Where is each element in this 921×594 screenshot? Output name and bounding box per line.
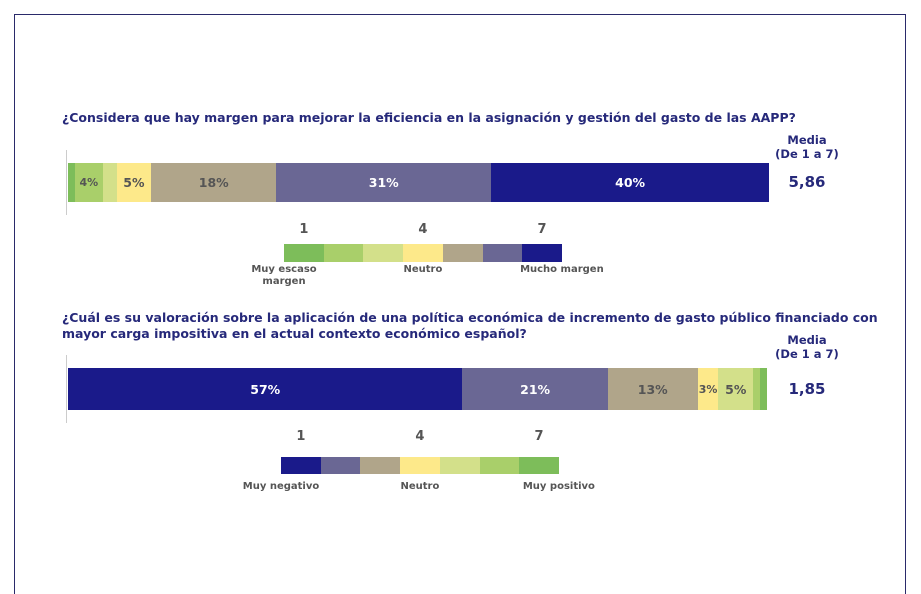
legend-swatch <box>439 457 480 474</box>
scale-label: 1 <box>296 429 306 444</box>
legend-swatch <box>400 457 441 474</box>
legend-swatch <box>284 244 325 262</box>
value-label: 31% <box>368 175 399 190</box>
legend-swatch <box>320 457 361 474</box>
mean-subtitle: (De 1 a 7) <box>775 347 839 361</box>
scale-label: 7 <box>534 429 544 444</box>
bar-segment <box>68 163 75 202</box>
scale-label: 7 <box>537 222 547 237</box>
legend-label: Muy escaso margen <box>251 264 317 287</box>
legend-label: Neutro <box>403 264 443 275</box>
legend-swatch <box>442 244 483 262</box>
bar-segment: 57% <box>68 368 463 410</box>
value-label: 5% <box>123 175 145 190</box>
value-label: 21% <box>520 381 551 397</box>
bar-segment <box>102 163 117 202</box>
scale-label: 4 <box>418 222 428 237</box>
bar-segment: 31% <box>276 163 492 202</box>
page: ¿Considera que hay margen para mejorar l… <box>14 14 906 594</box>
chart-title: ¿Cuál es su valoración sobre la aplicaci… <box>62 310 878 341</box>
legend-label: Muy positivo <box>522 481 595 492</box>
value-label: 3% <box>698 382 718 396</box>
legend-swatch <box>281 457 322 474</box>
legend-label: Muy negativo <box>242 481 320 492</box>
frame <box>14 14 906 594</box>
legend-swatch <box>482 244 523 262</box>
bar-segment <box>760 368 767 410</box>
bar-segment: 5% <box>116 163 152 202</box>
bar-segment: 3% <box>697 368 719 410</box>
bar-segment <box>753 368 760 410</box>
bar-segment: 18% <box>151 163 277 202</box>
legend-swatch <box>519 457 560 474</box>
legend-swatch <box>360 457 401 474</box>
legend-swatch <box>323 244 364 262</box>
value-label: 18% <box>198 175 229 190</box>
legend-swatch <box>363 244 404 262</box>
legend-label: Mucho margen <box>520 264 604 275</box>
mean-title: Media <box>787 333 827 347</box>
bar-segment: 40% <box>491 163 769 202</box>
legend-swatch <box>403 244 444 262</box>
mean-title: Media <box>787 133 827 147</box>
value-label: 40% <box>615 175 646 190</box>
mean-subtitle: (De 1 a 7) <box>775 147 839 161</box>
scale-label: 4 <box>415 429 425 444</box>
bar-segment: 21% <box>462 368 608 410</box>
legend-label: Neutro <box>400 481 440 492</box>
value-label: 4% <box>79 176 99 189</box>
bar-segment: 4% <box>74 163 103 202</box>
mean-value: 1,85 <box>788 380 826 398</box>
bar-segment: 13% <box>607 368 698 410</box>
chart-title: ¿Considera que hay margen para mejorar l… <box>62 110 796 125</box>
legend-swatch <box>522 244 563 262</box>
legend-swatch <box>479 457 520 474</box>
scale-label: 1 <box>299 222 309 237</box>
value-label: 5% <box>725 381 747 397</box>
mean-value: 5,86 <box>788 173 826 191</box>
axis-line <box>66 150 67 215</box>
bar-segment: 5% <box>718 368 754 410</box>
value-label: 13% <box>637 381 668 397</box>
axis-line <box>66 355 67 423</box>
value-label: 57% <box>250 381 281 397</box>
